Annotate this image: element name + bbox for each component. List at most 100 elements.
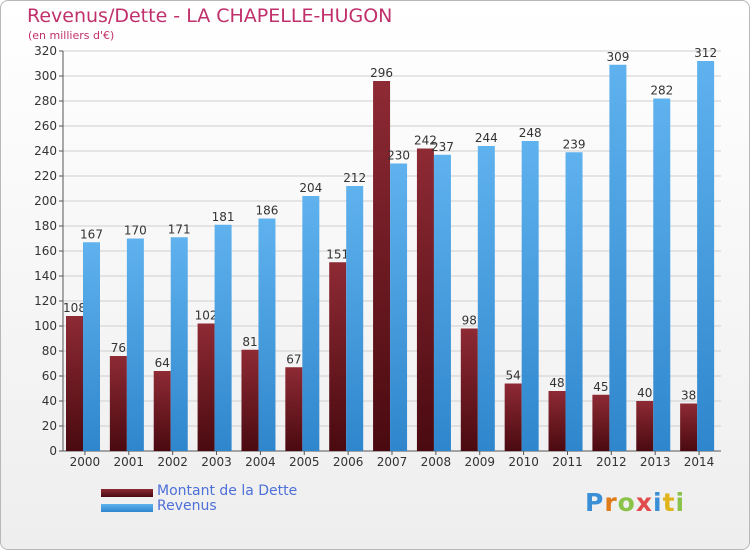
bar-dette [680, 403, 698, 451]
y-tick-label: 0 [49, 444, 57, 458]
data-label-dette: 81 [242, 335, 257, 349]
x-tick-label: 2003 [201, 455, 232, 469]
y-tick-label: 160 [34, 244, 57, 258]
y-tick-label: 180 [34, 219, 57, 233]
data-label-revenus: 171 [168, 222, 191, 236]
bar-revenus [697, 61, 715, 451]
bar-revenus [477, 146, 495, 451]
data-label-revenus: 282 [650, 84, 673, 98]
bar-revenus [653, 98, 671, 451]
y-tick-label: 240 [34, 144, 57, 158]
y-tick-label: 320 [34, 44, 57, 58]
bar-dette [66, 316, 83, 451]
y-tick-label: 40 [42, 394, 57, 408]
x-tick-label: 2007 [377, 455, 408, 469]
bar-revenus [302, 196, 320, 451]
bar-revenus [126, 238, 144, 451]
y-tick-label: 220 [34, 169, 57, 183]
y-tick-label: 120 [34, 294, 57, 308]
bar-revenus [433, 154, 451, 451]
bar-revenus [214, 224, 232, 451]
data-label-revenus: 170 [124, 224, 147, 238]
y-tick-label: 20 [42, 419, 57, 433]
data-label-dette: 40 [637, 386, 652, 400]
bar-revenus [609, 64, 627, 451]
bar-dette [636, 401, 654, 451]
bar-revenus [390, 163, 408, 451]
bar-revenus [258, 218, 276, 451]
x-tick-label: 2009 [464, 455, 495, 469]
data-label-revenus: 212 [343, 171, 366, 185]
data-label-revenus: 312 [694, 46, 717, 60]
y-tick-label: 140 [34, 269, 57, 283]
x-tick-label: 2006 [333, 455, 364, 469]
data-label-dette: 76 [111, 341, 126, 355]
bar-dette [416, 148, 434, 451]
data-label-revenus: 181 [212, 210, 235, 224]
data-label-dette: 48 [549, 376, 564, 390]
y-tick-label: 280 [34, 94, 57, 108]
legend-label-revenus: Revenus [157, 498, 217, 514]
x-tick-label: 2005 [289, 455, 320, 469]
x-tick-label: 2000 [70, 455, 101, 469]
bar-revenus [521, 141, 539, 451]
bar-dette [504, 383, 522, 451]
bar-dette [460, 328, 478, 451]
bar-dette [109, 356, 127, 451]
data-label-dette: 102 [195, 309, 218, 323]
x-tick-label: 2010 [508, 455, 539, 469]
y-tick-label: 60 [42, 369, 57, 383]
legend-swatch-dette [101, 489, 153, 497]
data-label-revenus: 237 [431, 140, 454, 154]
bar-dette [329, 262, 347, 451]
bar-dette [285, 367, 303, 451]
x-tick-label: 2008 [421, 455, 452, 469]
data-label-revenus: 230 [387, 149, 410, 163]
bar-revenus [83, 242, 100, 451]
chart-subtitle: (en milliers d'€) [28, 29, 115, 42]
bar-revenus [346, 186, 364, 451]
bar-revenus [565, 152, 583, 451]
y-tick-label: 200 [34, 194, 57, 208]
chart-title: Revenus/Dette - LA CHAPELLE-HUGON [27, 5, 393, 27]
bar-dette [241, 349, 259, 451]
data-label-dette: 98 [462, 314, 477, 328]
data-label-dette: 64 [155, 356, 170, 370]
data-label-dette: 242 [414, 134, 437, 148]
y-tick-label: 100 [34, 319, 57, 333]
proxiti-logo: Proxiti [585, 488, 686, 517]
x-tick-label: 2011 [552, 455, 583, 469]
data-label-dette: 296 [370, 66, 393, 80]
bar-dette [548, 391, 566, 451]
bar-dette [197, 323, 215, 451]
y-tick-label: 80 [42, 344, 57, 358]
y-tick-label: 300 [34, 69, 57, 83]
bar-dette [592, 394, 610, 451]
x-tick-label: 2012 [596, 455, 627, 469]
data-label-revenus: 204 [299, 181, 322, 195]
data-label-dette: 108 [63, 301, 86, 315]
data-label-revenus: 239 [563, 137, 586, 151]
data-label-dette: 151 [326, 247, 349, 261]
data-label-revenus: 248 [519, 126, 542, 140]
bar-dette [373, 81, 391, 451]
data-label-dette: 38 [681, 389, 696, 403]
data-label-revenus: 309 [606, 50, 629, 64]
data-label-revenus: 186 [256, 204, 279, 218]
x-tick-label: 2004 [245, 455, 276, 469]
data-label-dette: 54 [506, 369, 521, 383]
legend-label-dette: Montant de la Dette [157, 483, 298, 499]
data-label-revenus: 167 [80, 227, 103, 241]
x-tick-label: 2001 [114, 455, 145, 469]
bar-revenus [170, 237, 188, 451]
data-label-dette: 67 [286, 352, 301, 366]
x-tick-label: 2014 [684, 455, 715, 469]
data-label-revenus: 244 [475, 131, 498, 145]
y-tick-label: 260 [34, 119, 57, 133]
x-tick-label: 2013 [640, 455, 671, 469]
legend-swatch-revenus [101, 504, 153, 512]
data-label-dette: 45 [593, 380, 608, 394]
x-tick-label: 2002 [157, 455, 188, 469]
